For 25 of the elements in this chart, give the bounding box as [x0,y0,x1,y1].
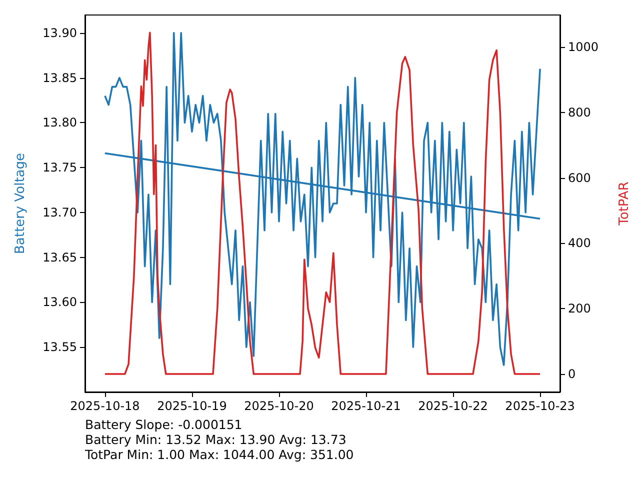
y2-tick-label: 800 [568,105,591,120]
y-tick-label: 13.55 [42,340,77,354]
y-tick-label: 13.80 [42,116,77,130]
text: TotPar Min: 1.00 Max: 1044.00 Avg: 351.00 [84,447,354,462]
x-tick-label: 2025-10-22 [418,399,488,413]
y-tick-label: 13.60 [42,295,77,310]
x-tick-label: 2025-10-20 [244,399,314,413]
y-tick-label: 13.85 [42,70,77,85]
y2-tick-label: 200 [568,302,591,316]
y-tick-label: 13.65 [42,250,77,264]
text: Battery Slope: -0.000151 [85,417,242,432]
y2-tick-label: 600 [568,170,591,185]
x-tick-label: 2025-10-21 [331,399,401,413]
y2-tick-label: 400 [568,236,591,250]
y2-tick-label: 1000 [568,40,599,54]
y2-axis-title: TotPAR [617,182,632,226]
y-tick-label: 13.75 [42,160,77,175]
y-tick-label: 13.70 [42,205,77,220]
y-axis-title: Battery Voltage [13,152,28,254]
x-tick-label: 2025-10-23 [505,399,575,413]
y2-tick-label: 0 [568,367,576,382]
y-tick-label: 13.90 [42,26,77,40]
x-tick-label: 2025-10-18 [70,399,140,413]
text: Battery Min: 13.52 Max: 13.90 Avg: 13.73 [85,432,346,447]
x-tick-label: 2025-10-19 [157,399,227,413]
